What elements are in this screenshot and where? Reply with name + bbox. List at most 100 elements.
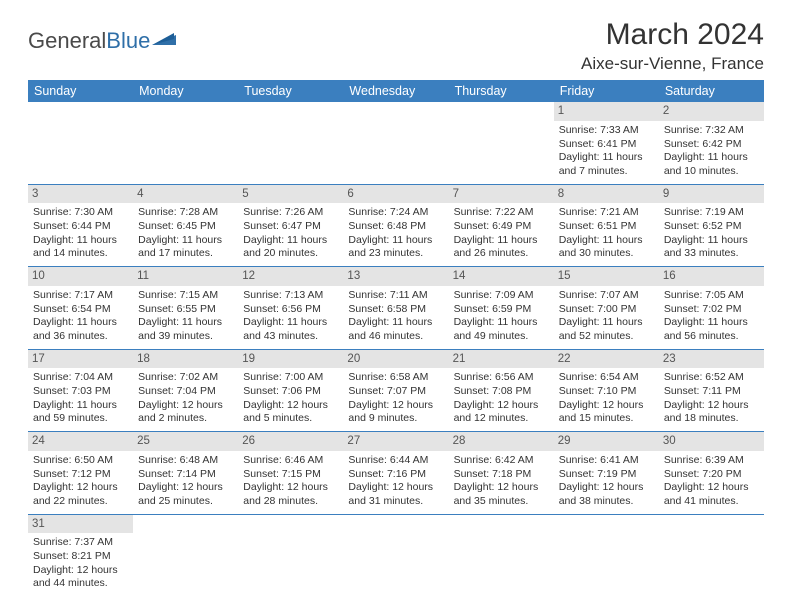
sunrise: Sunrise: 7:26 AM <box>243 206 338 220</box>
sunrise: Sunrise: 7:19 AM <box>664 206 759 220</box>
sunset: Sunset: 7:11 PM <box>664 385 759 399</box>
sunrise: Sunrise: 7:15 AM <box>138 289 233 303</box>
daylight: Daylight: 11 hours <box>454 234 549 248</box>
calendar-cell: 15Sunrise: 7:07 AMSunset: 7:00 PMDayligh… <box>554 267 659 350</box>
calendar-cell: 28Sunrise: 6:42 AMSunset: 7:18 PMDayligh… <box>449 432 554 515</box>
daylight: Daylight: 11 hours <box>348 234 443 248</box>
day-number: 12 <box>238 267 343 286</box>
calendar-cell: 20Sunrise: 6:58 AMSunset: 7:07 PMDayligh… <box>343 349 448 432</box>
sunrise: Sunrise: 6:56 AM <box>454 371 549 385</box>
daylight: and 59 minutes. <box>33 412 128 426</box>
sunset: Sunset: 6:44 PM <box>33 220 128 234</box>
sunset: Sunset: 7:15 PM <box>243 468 338 482</box>
calendar-row: 31Sunrise: 7:37 AMSunset: 8:21 PMDayligh… <box>28 514 764 596</box>
sunrise: Sunrise: 6:42 AM <box>454 454 549 468</box>
day-number: 15 <box>554 267 659 286</box>
sunset: Sunset: 7:12 PM <box>33 468 128 482</box>
day-number: 5 <box>238 185 343 204</box>
calendar-cell-empty <box>28 102 133 184</box>
sunrise: Sunrise: 6:52 AM <box>664 371 759 385</box>
day-number: 3 <box>28 185 133 204</box>
day-number: 23 <box>659 350 764 369</box>
sunset: Sunset: 6:49 PM <box>454 220 549 234</box>
calendar-cell: 3Sunrise: 7:30 AMSunset: 6:44 PMDaylight… <box>28 184 133 267</box>
sunset: Sunset: 6:59 PM <box>454 303 549 317</box>
calendar-cell: 2Sunrise: 7:32 AMSunset: 6:42 PMDaylight… <box>659 102 764 184</box>
sunrise: Sunrise: 6:44 AM <box>348 454 443 468</box>
calendar-body: 1Sunrise: 7:33 AMSunset: 6:41 PMDaylight… <box>28 102 764 596</box>
day-number: 27 <box>343 432 448 451</box>
day-number: 17 <box>28 350 133 369</box>
daylight: Daylight: 12 hours <box>243 481 338 495</box>
weekday-header: Thursday <box>449 80 554 102</box>
day-number: 8 <box>554 185 659 204</box>
calendar-cell: 13Sunrise: 7:11 AMSunset: 6:58 PMDayligh… <box>343 267 448 350</box>
sunset: Sunset: 6:41 PM <box>559 138 654 152</box>
day-number: 6 <box>343 185 448 204</box>
sunset: Sunset: 6:52 PM <box>664 220 759 234</box>
sunset: Sunset: 7:02 PM <box>664 303 759 317</box>
sunset: Sunset: 7:08 PM <box>454 385 549 399</box>
sunset: Sunset: 6:58 PM <box>348 303 443 317</box>
day-number: 22 <box>554 350 659 369</box>
day-number: 30 <box>659 432 764 451</box>
daylight: and 41 minutes. <box>664 495 759 509</box>
sunset: Sunset: 7:14 PM <box>138 468 233 482</box>
daylight: and 31 minutes. <box>348 495 443 509</box>
day-number: 21 <box>449 350 554 369</box>
daylight: Daylight: 12 hours <box>664 481 759 495</box>
calendar-row: 1Sunrise: 7:33 AMSunset: 6:41 PMDaylight… <box>28 102 764 184</box>
sunrise: Sunrise: 7:28 AM <box>138 206 233 220</box>
sunset: Sunset: 6:45 PM <box>138 220 233 234</box>
calendar-cell: 23Sunrise: 6:52 AMSunset: 7:11 PMDayligh… <box>659 349 764 432</box>
calendar-cell: 6Sunrise: 7:24 AMSunset: 6:48 PMDaylight… <box>343 184 448 267</box>
daylight: and 56 minutes. <box>664 330 759 344</box>
sunrise: Sunrise: 7:22 AM <box>454 206 549 220</box>
sunrise: Sunrise: 6:48 AM <box>138 454 233 468</box>
sunset: Sunset: 8:21 PM <box>33 550 128 564</box>
daylight: and 23 minutes. <box>348 247 443 261</box>
daylight: and 30 minutes. <box>559 247 654 261</box>
calendar-cell-empty <box>133 514 238 596</box>
daylight: and 33 minutes. <box>664 247 759 261</box>
sunset: Sunset: 7:03 PM <box>33 385 128 399</box>
day-number: 20 <box>343 350 448 369</box>
daylight: and 14 minutes. <box>33 247 128 261</box>
calendar-cell: 24Sunrise: 6:50 AMSunset: 7:12 PMDayligh… <box>28 432 133 515</box>
logo-text-general: General <box>28 28 106 54</box>
calendar-cell: 11Sunrise: 7:15 AMSunset: 6:55 PMDayligh… <box>133 267 238 350</box>
calendar-cell: 8Sunrise: 7:21 AMSunset: 6:51 PMDaylight… <box>554 184 659 267</box>
sunset: Sunset: 6:47 PM <box>243 220 338 234</box>
daylight: Daylight: 11 hours <box>559 151 654 165</box>
calendar-cell-empty <box>343 102 448 184</box>
calendar-cell: 25Sunrise: 6:48 AMSunset: 7:14 PMDayligh… <box>133 432 238 515</box>
day-number: 28 <box>449 432 554 451</box>
calendar-row: 17Sunrise: 7:04 AMSunset: 7:03 PMDayligh… <box>28 349 764 432</box>
weekday-header: Saturday <box>659 80 764 102</box>
daylight: Daylight: 11 hours <box>559 316 654 330</box>
weekday-header: Sunday <box>28 80 133 102</box>
calendar-page: GeneralBlue March 2024 Aixe-sur-Vienne, … <box>0 0 792 606</box>
calendar-cell: 27Sunrise: 6:44 AMSunset: 7:16 PMDayligh… <box>343 432 448 515</box>
calendar-cell: 10Sunrise: 7:17 AMSunset: 6:54 PMDayligh… <box>28 267 133 350</box>
header: GeneralBlue March 2024 Aixe-sur-Vienne, … <box>28 18 764 74</box>
daylight: Daylight: 11 hours <box>33 234 128 248</box>
calendar-cell: 29Sunrise: 6:41 AMSunset: 7:19 PMDayligh… <box>554 432 659 515</box>
daylight: and 18 minutes. <box>664 412 759 426</box>
day-number: 26 <box>238 432 343 451</box>
daylight: Daylight: 12 hours <box>138 481 233 495</box>
daylight: and 7 minutes. <box>559 165 654 179</box>
calendar-row: 24Sunrise: 6:50 AMSunset: 7:12 PMDayligh… <box>28 432 764 515</box>
daylight: Daylight: 11 hours <box>33 316 128 330</box>
daylight: Daylight: 12 hours <box>348 399 443 413</box>
calendar-cell: 21Sunrise: 6:56 AMSunset: 7:08 PMDayligh… <box>449 349 554 432</box>
day-number: 31 <box>28 515 133 534</box>
sunset: Sunset: 7:16 PM <box>348 468 443 482</box>
calendar-row: 3Sunrise: 7:30 AMSunset: 6:44 PMDaylight… <box>28 184 764 267</box>
calendar-cell: 30Sunrise: 6:39 AMSunset: 7:20 PMDayligh… <box>659 432 764 515</box>
flag-icon <box>152 29 176 45</box>
day-number: 2 <box>659 102 764 121</box>
daylight: and 15 minutes. <box>559 412 654 426</box>
calendar-cell: 12Sunrise: 7:13 AMSunset: 6:56 PMDayligh… <box>238 267 343 350</box>
month-title: March 2024 <box>581 18 764 52</box>
